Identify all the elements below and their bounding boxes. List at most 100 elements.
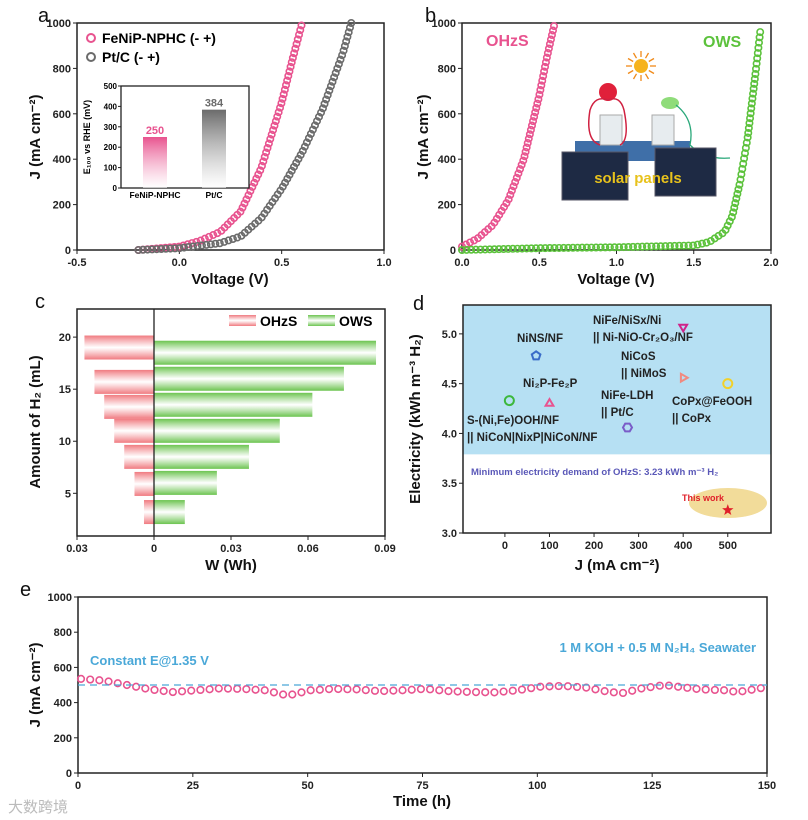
data-point <box>263 144 272 153</box>
data-point <box>297 21 306 30</box>
x-tick-label: 0 <box>151 543 157 555</box>
inset-bar <box>143 137 167 188</box>
data-point <box>238 203 247 212</box>
data-point <box>273 112 282 121</box>
x-tick-label: 200 <box>585 540 603 552</box>
data-point <box>150 685 159 695</box>
data-point <box>193 241 202 250</box>
legend-label: FeNiP-NPHC (- +) <box>102 30 216 46</box>
data-point <box>296 26 305 35</box>
y-tick-label: 0 <box>113 184 118 193</box>
data-point <box>95 676 104 685</box>
data-point <box>328 77 337 86</box>
inset-bar <box>202 109 226 188</box>
data-point <box>550 22 559 31</box>
y-tick-label: 600 <box>438 109 456 121</box>
x-tick-label: 1.0 <box>376 257 391 269</box>
data-point <box>148 245 157 254</box>
y-axis-label: J (mA cm⁻²) <box>27 95 44 180</box>
y-tick-label: 3.0 <box>442 528 457 540</box>
data-point <box>753 54 762 63</box>
data-point <box>138 245 147 254</box>
data-point <box>180 243 189 252</box>
data-point <box>157 244 166 253</box>
y-tick-label: 800 <box>54 627 72 639</box>
data-point <box>152 245 161 254</box>
y-tick-label: 0 <box>450 245 456 257</box>
data-point <box>729 208 738 217</box>
panel-label-c: c <box>35 291 45 313</box>
data-point <box>284 71 293 80</box>
data-point <box>725 217 734 226</box>
data-point <box>166 244 175 253</box>
data-point <box>246 187 255 196</box>
data-point <box>286 62 295 71</box>
data-point <box>568 243 577 252</box>
data-point <box>331 68 340 77</box>
data-point <box>252 174 261 183</box>
data-point <box>184 243 193 252</box>
data-point <box>161 244 170 253</box>
data-point <box>205 232 214 241</box>
data-point <box>236 207 245 216</box>
data-point <box>322 95 331 104</box>
data-point <box>177 687 187 696</box>
data-point <box>732 194 741 203</box>
y-tick-label: 800 <box>53 63 71 75</box>
x-tick-label: 50 <box>302 780 314 792</box>
data-point <box>750 74 759 83</box>
data-point <box>692 684 701 693</box>
data-point <box>206 240 215 249</box>
data-point <box>647 242 656 251</box>
data-point <box>159 686 168 696</box>
data-point <box>470 236 479 245</box>
data-point <box>529 117 538 126</box>
point-label: || NiCoN|NixP|NiCoN/NF <box>467 432 597 444</box>
data-point <box>334 60 343 69</box>
data-point <box>542 53 551 62</box>
data-point <box>220 237 229 246</box>
y-tick-label: 400 <box>53 154 71 166</box>
panel-label-b: b <box>425 5 436 27</box>
x-tick-label: 0.5 <box>532 257 547 269</box>
data-point <box>298 146 307 155</box>
data-point <box>517 160 526 169</box>
data-point <box>701 685 710 694</box>
x-axis-label: W (Wh) <box>205 557 257 574</box>
data-point <box>736 175 745 184</box>
data-point <box>733 189 742 198</box>
y-tick-label: 200 <box>438 200 456 212</box>
chart-b: 0.0 0.5 1.0 1.5 2.0 0 200 400 600 800 1000 Voltage … <box>415 18 779 288</box>
legend-label: Pt/C (- +) <box>102 49 160 65</box>
watermark: 大数跨境 <box>8 798 68 816</box>
x-axis-label: Time (h) <box>393 793 451 810</box>
data-point <box>535 90 544 99</box>
data-point <box>587 243 596 252</box>
bar-ows <box>154 500 185 525</box>
point-label: || Ni-NiO-Cr₂O₃/NF <box>593 332 693 344</box>
data-point <box>655 681 664 690</box>
data-point <box>582 683 591 692</box>
x-tick-label: 0.5 <box>274 257 289 269</box>
data-point <box>292 158 301 167</box>
data-point <box>502 199 511 208</box>
data-point <box>693 240 702 249</box>
data-point <box>242 195 251 204</box>
x-tick-label: 0.06 <box>297 543 318 555</box>
x-tick-label: 1.0 <box>609 257 624 269</box>
point-label: Ni₂P-Fe₂P <box>523 378 578 390</box>
data-point <box>175 244 184 253</box>
y-tick-label: 400 <box>438 154 456 166</box>
data-point <box>755 33 764 42</box>
y-axis-label: J (mA cm⁻²) <box>27 643 44 728</box>
data-point <box>269 688 279 697</box>
bar-value-label: 250 <box>146 125 164 137</box>
data-point <box>499 245 508 254</box>
data-point <box>538 76 547 85</box>
data-point <box>267 130 276 139</box>
x-tick-label: 125 <box>643 780 661 792</box>
data-point <box>743 133 752 142</box>
data-point <box>674 682 683 691</box>
inset-bar-chart: 0 100 200 300 400 500 E₁₀₀ vs RHE (mV) 250 FeNiP… <box>82 82 250 200</box>
data-point <box>563 682 572 691</box>
